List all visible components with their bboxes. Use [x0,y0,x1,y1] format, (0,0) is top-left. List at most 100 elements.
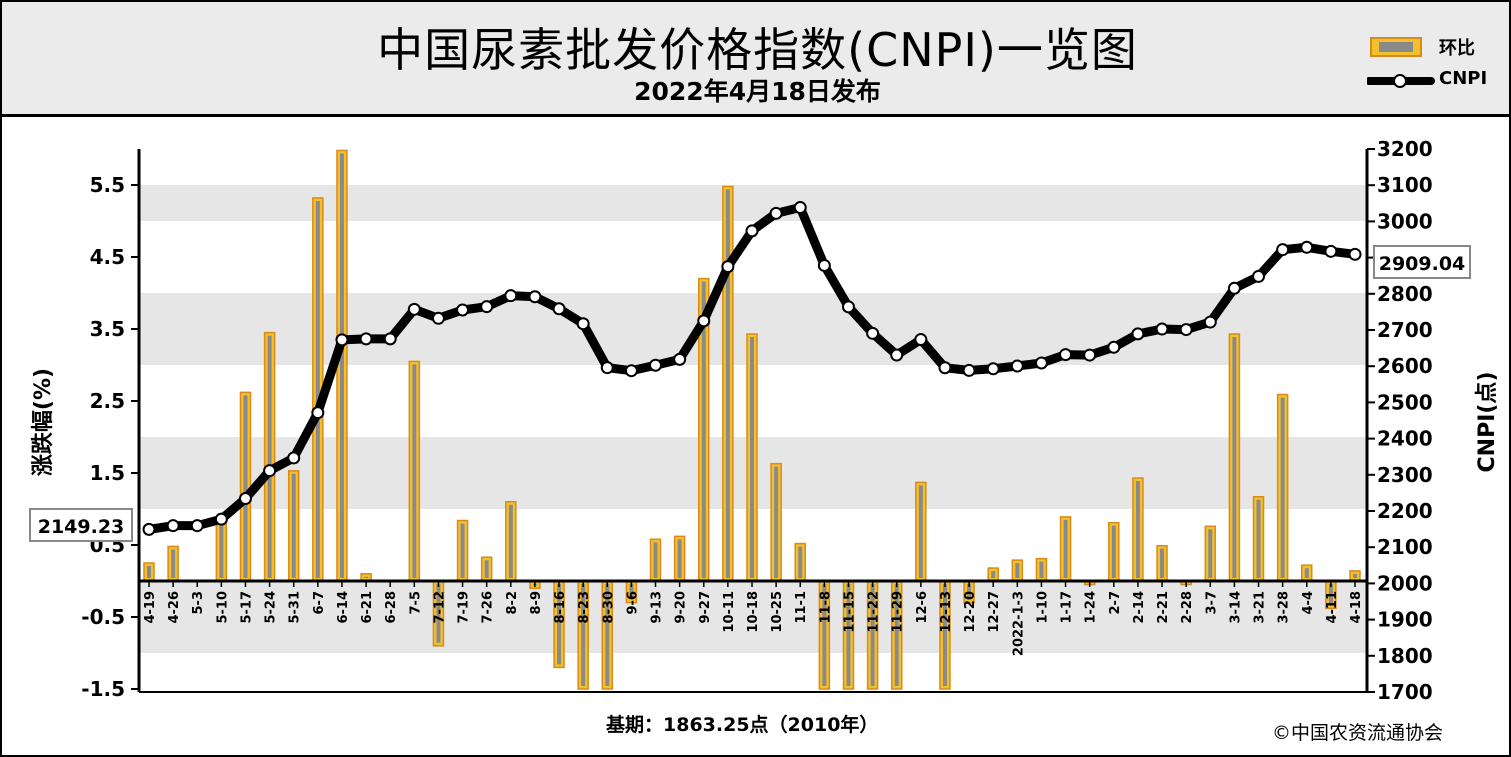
cnpi-point [914,333,928,347]
bar [1228,333,1241,582]
cnpi-point [1276,243,1290,257]
x-category-label: 2-28 [1180,591,1195,624]
x-category-label: 11-22 [867,591,882,633]
bar [505,501,517,582]
base-period-note: 基期：1863.25点（2010年） [606,714,879,736]
x-category-label: 4-18 [1349,591,1364,624]
cnpi-point [214,512,228,526]
cnpi-point [238,492,252,506]
cnpi-point [263,464,277,478]
x-category-label: 6-14 [336,591,351,624]
bar [1301,564,1313,582]
bar-core [1232,337,1237,578]
bar-core [1208,529,1213,578]
right-axis-title: CNPI(点) [1474,372,1500,473]
bar-core [677,539,682,578]
cnpi-point [890,348,904,362]
bar [1132,477,1144,582]
legend-bar-label: 环比 [1439,38,1475,59]
bar-core [894,584,899,686]
cnpi-point [1252,269,1266,283]
x-category-label: 9-6 [625,591,640,615]
x-category-label: 5-31 [288,591,303,624]
x-category-label: 4-26 [167,591,182,624]
cnpi-point [431,311,445,325]
legend-line-swatch [1367,74,1435,88]
bar [1252,496,1265,582]
cnpi-point [1203,315,1217,329]
bar-core [557,584,562,665]
right-tick-label: 1800 [1377,644,1433,668]
bar [408,360,421,582]
cnpi-point [817,258,831,272]
bar-core [291,473,296,578]
x-category-label: 6-21 [360,591,375,624]
bar-core [364,576,369,578]
legend-item-bar: 环比 [1367,32,1507,62]
bar [480,556,493,582]
cnpi-point [1034,356,1048,370]
legend-line-label: CNPI [1439,68,1488,89]
bar [143,562,155,582]
bar-core [1160,548,1165,578]
left-tick-label: 5.5 [90,173,125,197]
cnpi-point [287,451,301,465]
bar-core [1135,481,1140,578]
x-category-label: 2-14 [1132,591,1147,624]
cnpi-point [456,303,470,317]
x-category-label: 11-1 [794,591,809,624]
x-category-label: 7-12 [432,591,447,624]
left-tick-label: -1.5 [81,677,125,701]
x-category-label: 1-10 [1035,591,1050,624]
x-category-label: 5-3 [191,591,206,615]
bar [915,481,927,582]
cnpi-point [673,352,687,366]
right-tick-label: 3000 [1377,209,1433,233]
bar-series [143,149,1361,690]
x-category-label: 8-30 [601,591,616,624]
right-tick-label: 2300 [1377,463,1433,487]
bar-core [460,523,465,578]
bar-core [629,584,634,600]
bar-core [605,584,610,686]
bar-core [991,571,996,578]
x-category-label: 12-6 [915,591,930,624]
end-value-label: 2909.04 [1379,253,1466,275]
cnpi-point [1155,322,1169,336]
x-category-label: 12-20 [963,591,978,633]
bar-core [339,153,344,578]
x-category-label: 8-23 [577,591,592,624]
bar [215,521,228,582]
bar [287,470,300,582]
cnpi-point [407,302,421,316]
x-category-label: 1-17 [1060,591,1075,624]
end-value-box: 2909.04 [1373,245,1471,279]
bar-core [1304,568,1309,578]
x-category-label: 11-29 [891,591,906,633]
bar [456,519,469,582]
x-category-label: 9-27 [698,591,713,624]
x-category-label: 9-13 [650,591,665,624]
cnpi-point [986,362,1000,376]
bar [1011,559,1024,582]
bar [794,542,806,582]
bar [987,567,999,582]
cnpi-point [480,300,494,314]
bar-core [508,504,513,578]
x-category-label: 2022-1-3 [1011,591,1026,656]
bar-core [701,281,706,578]
x-category-label: 7-5 [408,591,423,615]
bar-core [412,364,417,578]
x-category-label: 8-16 [553,591,568,624]
right-tick-label: 2600 [1377,354,1433,378]
right-tick-label: 2700 [1377,318,1433,342]
start-value-box: 2149.23 [29,508,133,542]
bar [1156,544,1168,582]
right-tick-label: 2800 [1377,282,1433,306]
bar [722,185,734,582]
cnpi-point [1300,240,1314,254]
bar-core [822,584,827,686]
grid-band [139,653,1367,689]
bar-core [147,566,151,578]
